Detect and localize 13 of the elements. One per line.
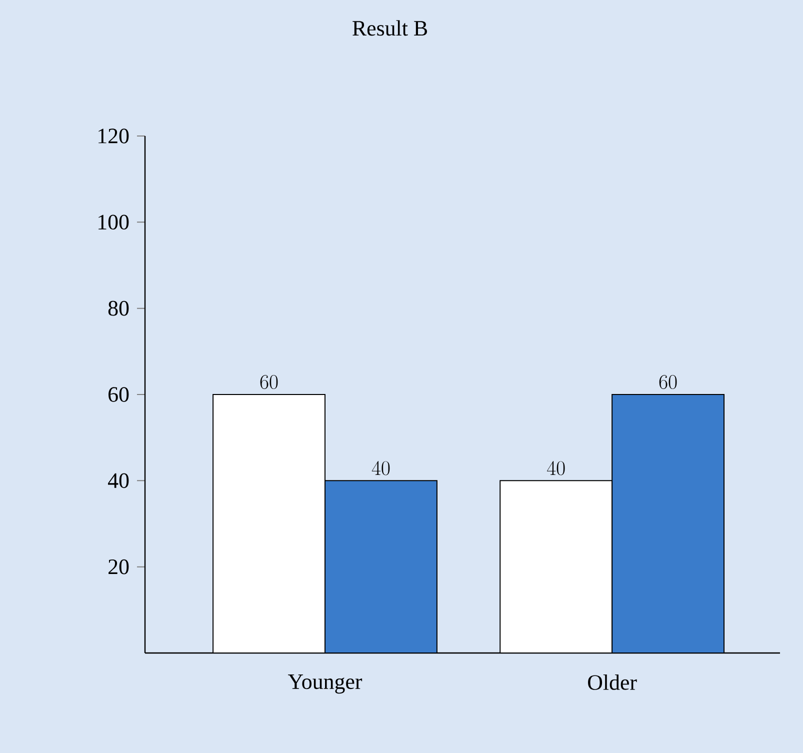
y-tick-label: 100: [98, 214, 129, 230]
y-tick-label: 40: [108, 473, 129, 488]
y-tick-label: 120: [98, 128, 129, 144]
y-tick-label: 20: [108, 559, 129, 574]
data-label: 60: [659, 375, 677, 390]
y-tick-label: 80: [108, 300, 129, 316]
y-tick-label: 60: [108, 387, 129, 402]
chart-title: Result B: [352, 20, 427, 36]
x-tick-label: Older: [588, 674, 637, 690]
data-label: 40: [372, 461, 390, 476]
data-label: 40: [547, 461, 565, 476]
data-label: 60: [260, 375, 278, 390]
x-tick-label: Younger: [288, 674, 362, 694]
